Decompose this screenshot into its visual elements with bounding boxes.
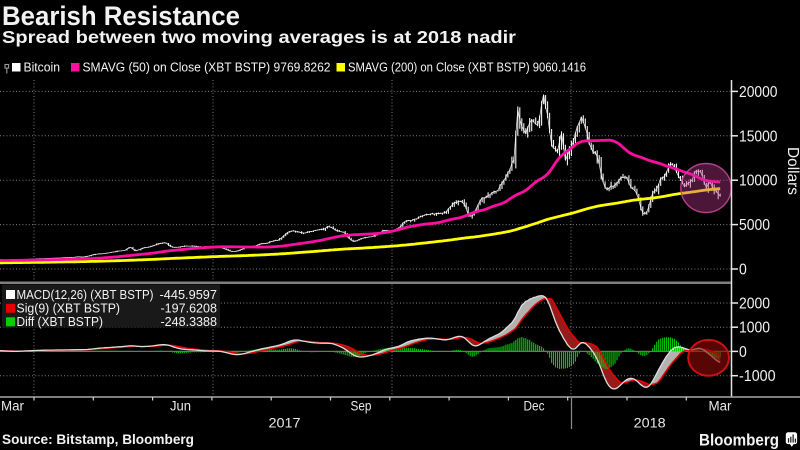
- svg-text:Diff (XBT BSTP): Diff (XBT BSTP): [17, 315, 104, 329]
- svg-text:2000: 2000: [739, 296, 770, 313]
- svg-text:20000: 20000: [739, 84, 778, 101]
- svg-text:2017: 2017: [269, 416, 301, 431]
- svg-text:Sig(9) (XBT BSTP): Sig(9) (XBT BSTP): [17, 302, 121, 316]
- svg-text:Bloomberg: Bloomberg: [699, 432, 779, 450]
- svg-text:Source: Bitstamp, Bloomberg: Source: Bitstamp, Bloomberg: [2, 432, 194, 447]
- svg-text:0: 0: [739, 344, 747, 361]
- svg-text:5000: 5000: [739, 217, 770, 234]
- svg-text:-1000: -1000: [739, 368, 776, 385]
- svg-text:Dec: Dec: [524, 399, 545, 414]
- svg-text:MACD(12,26) (XBT BSTP): MACD(12,26) (XBT BSTP): [17, 288, 154, 302]
- svg-text:Jun: Jun: [170, 399, 191, 414]
- svg-text:Dollars: Dollars: [784, 147, 800, 195]
- svg-text:SMAVG (50) on Close (XBT BSTP): SMAVG (50) on Close (XBT BSTP) 9769.8262: [83, 61, 331, 75]
- svg-text:-445.9597: -445.9597: [160, 288, 218, 302]
- svg-text:Bearish Resistance: Bearish Resistance: [2, 1, 240, 31]
- svg-text:Mar: Mar: [1, 399, 24, 414]
- svg-text:Spread between two moving aver: Spread between two moving averages is at…: [2, 27, 516, 47]
- svg-text:Mar: Mar: [709, 399, 732, 414]
- svg-text:1000: 1000: [739, 320, 770, 337]
- svg-text:-197.6208: -197.6208: [161, 302, 218, 316]
- svg-text:SMAVG (200) on Close (XBT BSTP: SMAVG (200) on Close (XBT BSTP) 9060.141…: [348, 61, 586, 75]
- svg-text:2018: 2018: [634, 416, 666, 431]
- svg-text:10000: 10000: [739, 173, 778, 190]
- svg-text:-248.3388: -248.3388: [161, 315, 218, 329]
- svg-text:0: 0: [739, 262, 747, 279]
- svg-text:Bitcoin: Bitcoin: [24, 61, 61, 75]
- svg-text:15000: 15000: [739, 128, 778, 145]
- svg-text:Sep: Sep: [351, 399, 372, 414]
